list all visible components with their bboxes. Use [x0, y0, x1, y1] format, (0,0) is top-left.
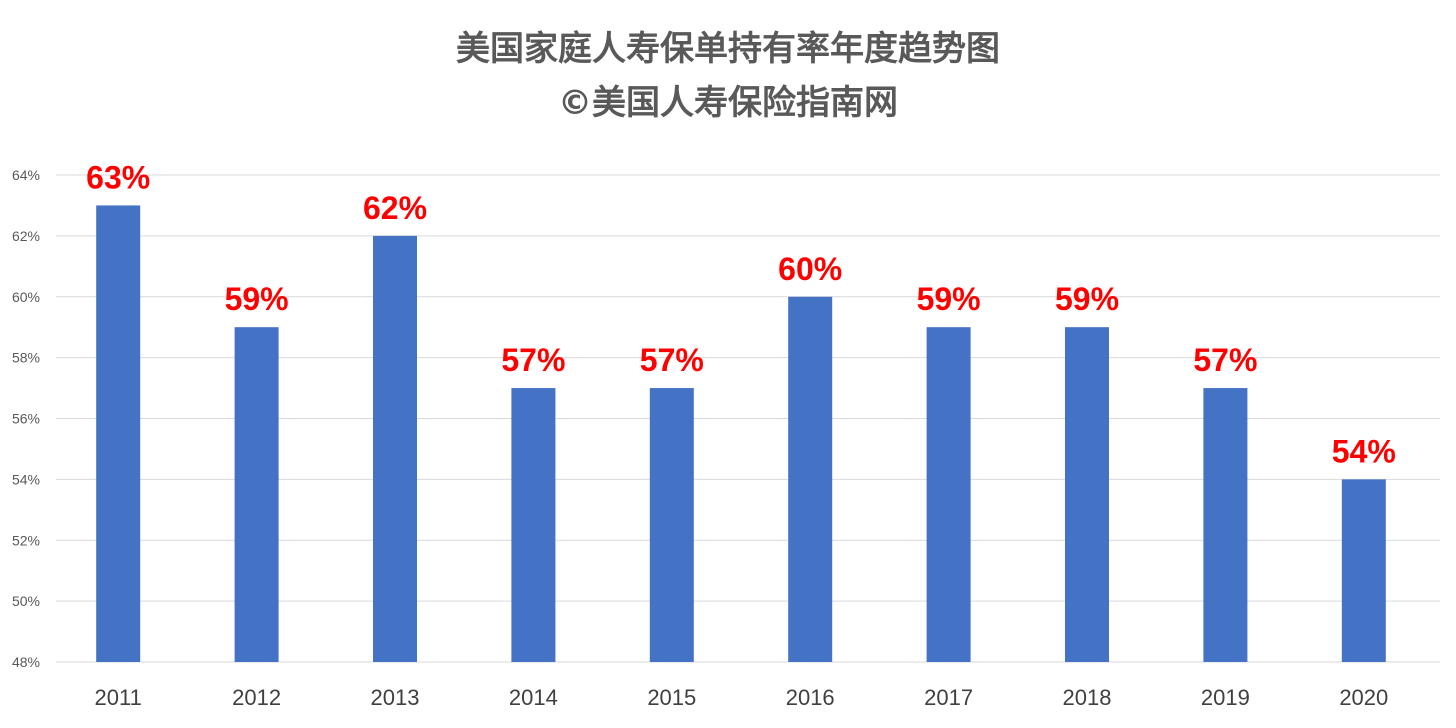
x-tick-label: 2015 — [647, 685, 696, 710]
x-axis-tick-labels: 2011 2012 2013 2014 2015 2016 2017 2018 2019 2020 — [95, 685, 1389, 710]
chart-title: 美国家庭人寿保单持有率年度趋势图 ©美国人寿保险指南网 — [0, 22, 1456, 130]
data-label: 59% — [1055, 281, 1119, 317]
x-tick-label: 2013 — [371, 685, 420, 710]
chart-title-text: 美国家庭人寿保单持有率年度趋势图 — [456, 29, 1000, 69]
data-label: 57% — [1193, 342, 1257, 378]
bar — [511, 388, 556, 662]
y-tick-label: 62% — [12, 228, 40, 244]
y-tick-label: 58% — [12, 350, 40, 366]
data-label: 59% — [917, 281, 981, 317]
bar — [788, 296, 833, 662]
y-tick-label: 50% — [12, 593, 40, 609]
y-tick-label: 56% — [12, 411, 40, 427]
bar — [926, 327, 971, 662]
data-labels: 63% 59% 62% 57% 57% 60% 59% 59% 57% 54% — [86, 159, 1396, 469]
data-label: 57% — [501, 342, 565, 378]
bars — [96, 205, 1386, 662]
data-label: 59% — [225, 281, 289, 317]
y-tick-label: 54% — [12, 471, 40, 487]
bar — [1065, 327, 1109, 662]
data-label: 60% — [778, 251, 842, 287]
data-label: 54% — [1332, 433, 1396, 469]
y-tick-label: 64% — [12, 167, 40, 183]
data-label: 62% — [363, 190, 427, 226]
data-label: 57% — [640, 342, 704, 378]
y-tick-label: 52% — [12, 532, 40, 548]
data-label: 63% — [86, 159, 150, 195]
bar — [1203, 388, 1248, 662]
x-tick-label: 2012 — [232, 685, 281, 710]
x-tick-label: 2014 — [509, 685, 558, 710]
y-tick-label: 48% — [12, 654, 40, 670]
x-tick-label: 2019 — [1201, 685, 1250, 710]
x-tick-label: 2018 — [1063, 685, 1112, 710]
x-tick-label: 2017 — [924, 685, 973, 710]
bar — [96, 205, 141, 662]
y-axis-tick-labels: 48% 50% 52% 54% 56% 58% 60% 62% 64% — [12, 167, 40, 670]
y-tick-label: 60% — [12, 289, 40, 305]
bar — [373, 235, 417, 662]
x-tick-label: 2016 — [786, 685, 835, 710]
bar — [649, 388, 694, 662]
x-tick-label: 2020 — [1339, 685, 1388, 710]
bar — [234, 327, 279, 662]
bar — [1341, 479, 1386, 662]
x-tick-label: 2011 — [95, 685, 142, 710]
chart-subtitle-text: ©美国人寿保险指南网 — [558, 83, 898, 123]
